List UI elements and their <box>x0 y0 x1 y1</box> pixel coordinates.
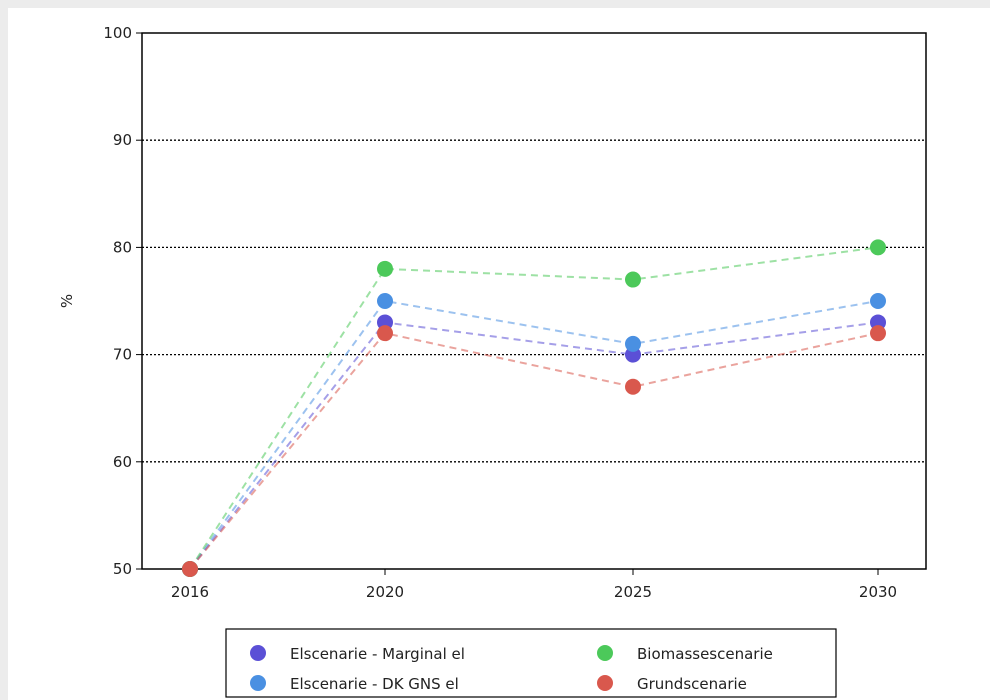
series-2 <box>182 239 886 577</box>
x-tick-label: 2016 <box>171 583 209 601</box>
y-tick-label: 80 <box>113 238 132 256</box>
data-point <box>625 271 641 288</box>
y-axis-label: % <box>58 294 76 308</box>
y-tick-label: 60 <box>113 453 132 471</box>
legend-marker <box>250 675 266 691</box>
data-point <box>377 260 393 277</box>
legend-marker <box>597 675 613 691</box>
line-chart: 50 60 70 80 90 100 2016 2020 2025 2030 % Elscena… <box>58 24 927 698</box>
legend-label: Grundscenarie <box>637 675 747 693</box>
series-group <box>182 239 886 577</box>
data-point <box>870 239 886 256</box>
y-tick-label: 50 <box>113 560 132 578</box>
legend: Elscenarie - Marginal el Elscenarie - DK … <box>225 628 837 698</box>
x-tick-label: 2025 <box>614 583 652 601</box>
legend-marker <box>250 645 266 661</box>
series-line <box>189 246 879 570</box>
y-tick-label: 70 <box>113 346 132 364</box>
legend-marker <box>597 645 613 661</box>
legend-label: Elscenarie - Marginal el <box>290 645 465 663</box>
data-point <box>625 378 641 395</box>
x-tick-label: 2020 <box>366 583 404 601</box>
data-point <box>377 293 393 309</box>
data-point <box>182 561 198 577</box>
series-line <box>189 332 879 570</box>
data-point <box>377 325 393 342</box>
y-tick-label: 90 <box>113 131 132 149</box>
data-point <box>625 335 641 352</box>
y-tick-label: 100 <box>103 24 132 42</box>
data-point <box>870 293 886 309</box>
legend-box <box>225 628 837 698</box>
y-axis: 50 60 70 80 90 100 <box>103 24 142 578</box>
plot-frame <box>141 32 927 570</box>
legend-label: Biomassescenarie <box>637 645 773 663</box>
data-point <box>870 325 886 342</box>
grid-lines <box>142 139 926 463</box>
series-3 <box>182 325 886 577</box>
x-axis: 2016 2020 2025 2030 <box>171 569 897 601</box>
legend-label: Elscenarie - DK GNS el <box>290 675 459 693</box>
chart-canvas: 50 60 70 80 90 100 2016 2020 2025 2030 % Elscena… <box>8 8 990 700</box>
x-tick-label: 2030 <box>859 583 897 601</box>
series-line <box>189 299 879 570</box>
series-line <box>189 321 879 570</box>
